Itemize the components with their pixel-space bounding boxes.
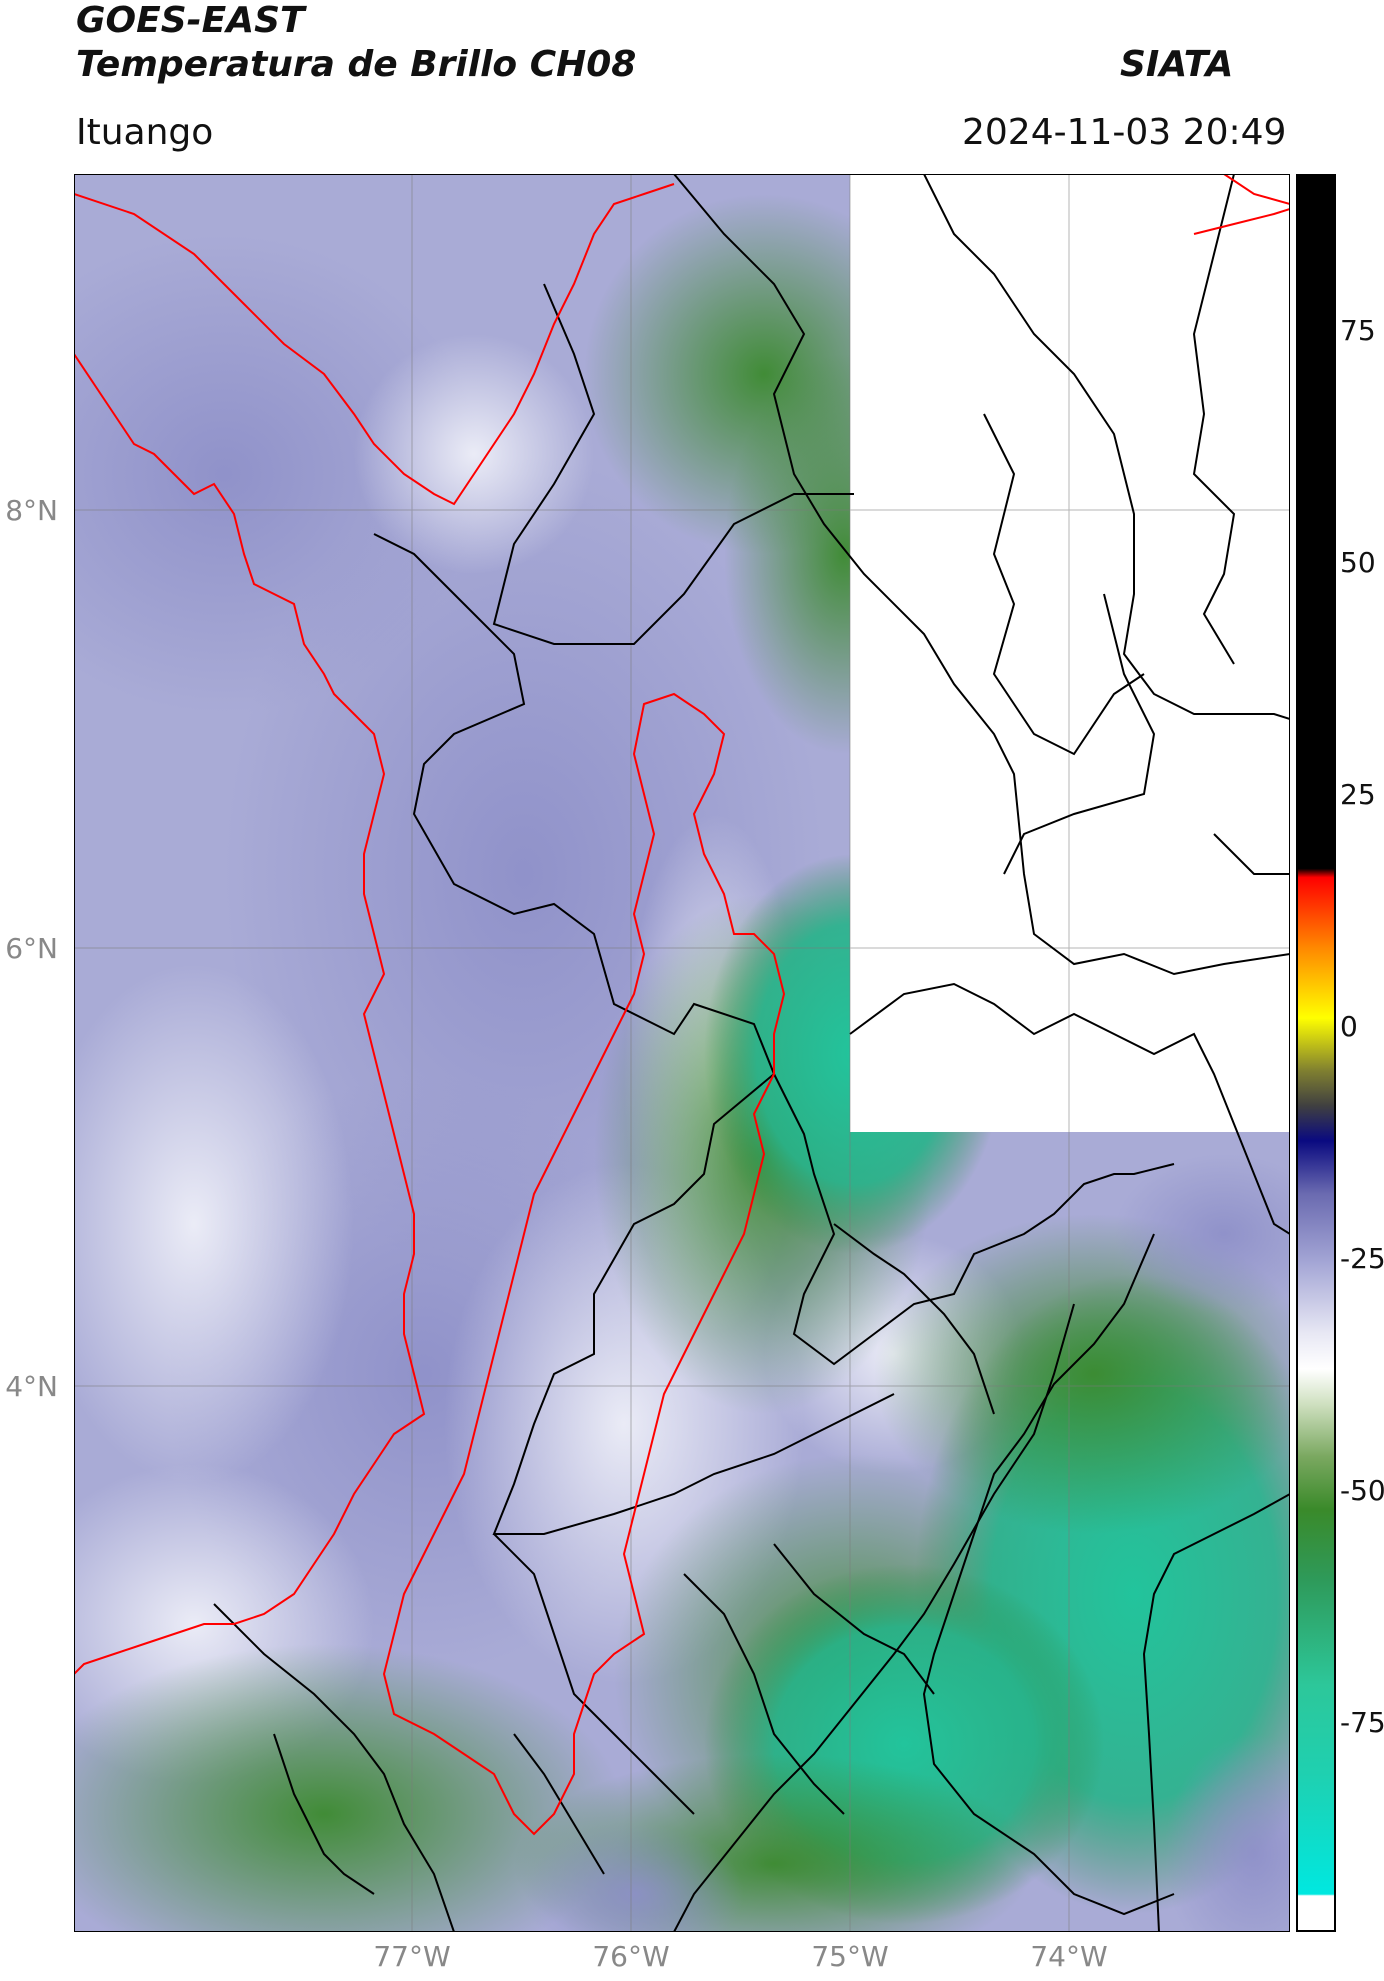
colorbar-tick-0: 0 — [1340, 1010, 1358, 1043]
colorbar-tick-25: 25 — [1340, 778, 1376, 811]
lat-label-8n: 8°N — [5, 494, 58, 527]
lat-label-4n: 4°N — [5, 1370, 58, 1403]
satellite-title: GOES-EAST — [76, 0, 305, 41]
basin-outline — [382, 692, 786, 1836]
lon-label-75w: 75°W — [811, 1940, 889, 1973]
lon-label-77w: 77°W — [373, 1940, 451, 1973]
lat-label-6n: 6°N — [5, 932, 58, 965]
region-label: Ituango — [76, 112, 214, 153]
graticule — [74, 174, 1290, 1932]
satellite-map — [74, 174, 1290, 1932]
admin-boundaries — [213, 174, 1290, 1932]
colorbar-tick-50: 50 — [1340, 546, 1376, 579]
lon-label-74w: 74°W — [1030, 1940, 1108, 1973]
colorbar-tick-minus75: -75 — [1340, 1706, 1384, 1739]
product-title: Temperatura de Brillo CH08 — [76, 44, 637, 85]
colorbar-tick-minus25: -25 — [1340, 1242, 1384, 1275]
coastline — [74, 174, 1290, 1675]
datetime-label: 2024-11-03 20:49 — [962, 112, 1287, 153]
brand-label: SIATA — [1120, 44, 1234, 85]
colorbar-tick-75: 75 — [1340, 314, 1376, 347]
lon-label-76w: 76°W — [592, 1940, 670, 1973]
colorbar — [1296, 174, 1336, 1932]
no-data-region — [850, 174, 1290, 1132]
colorbar-tick-minus50: -50 — [1340, 1474, 1384, 1507]
